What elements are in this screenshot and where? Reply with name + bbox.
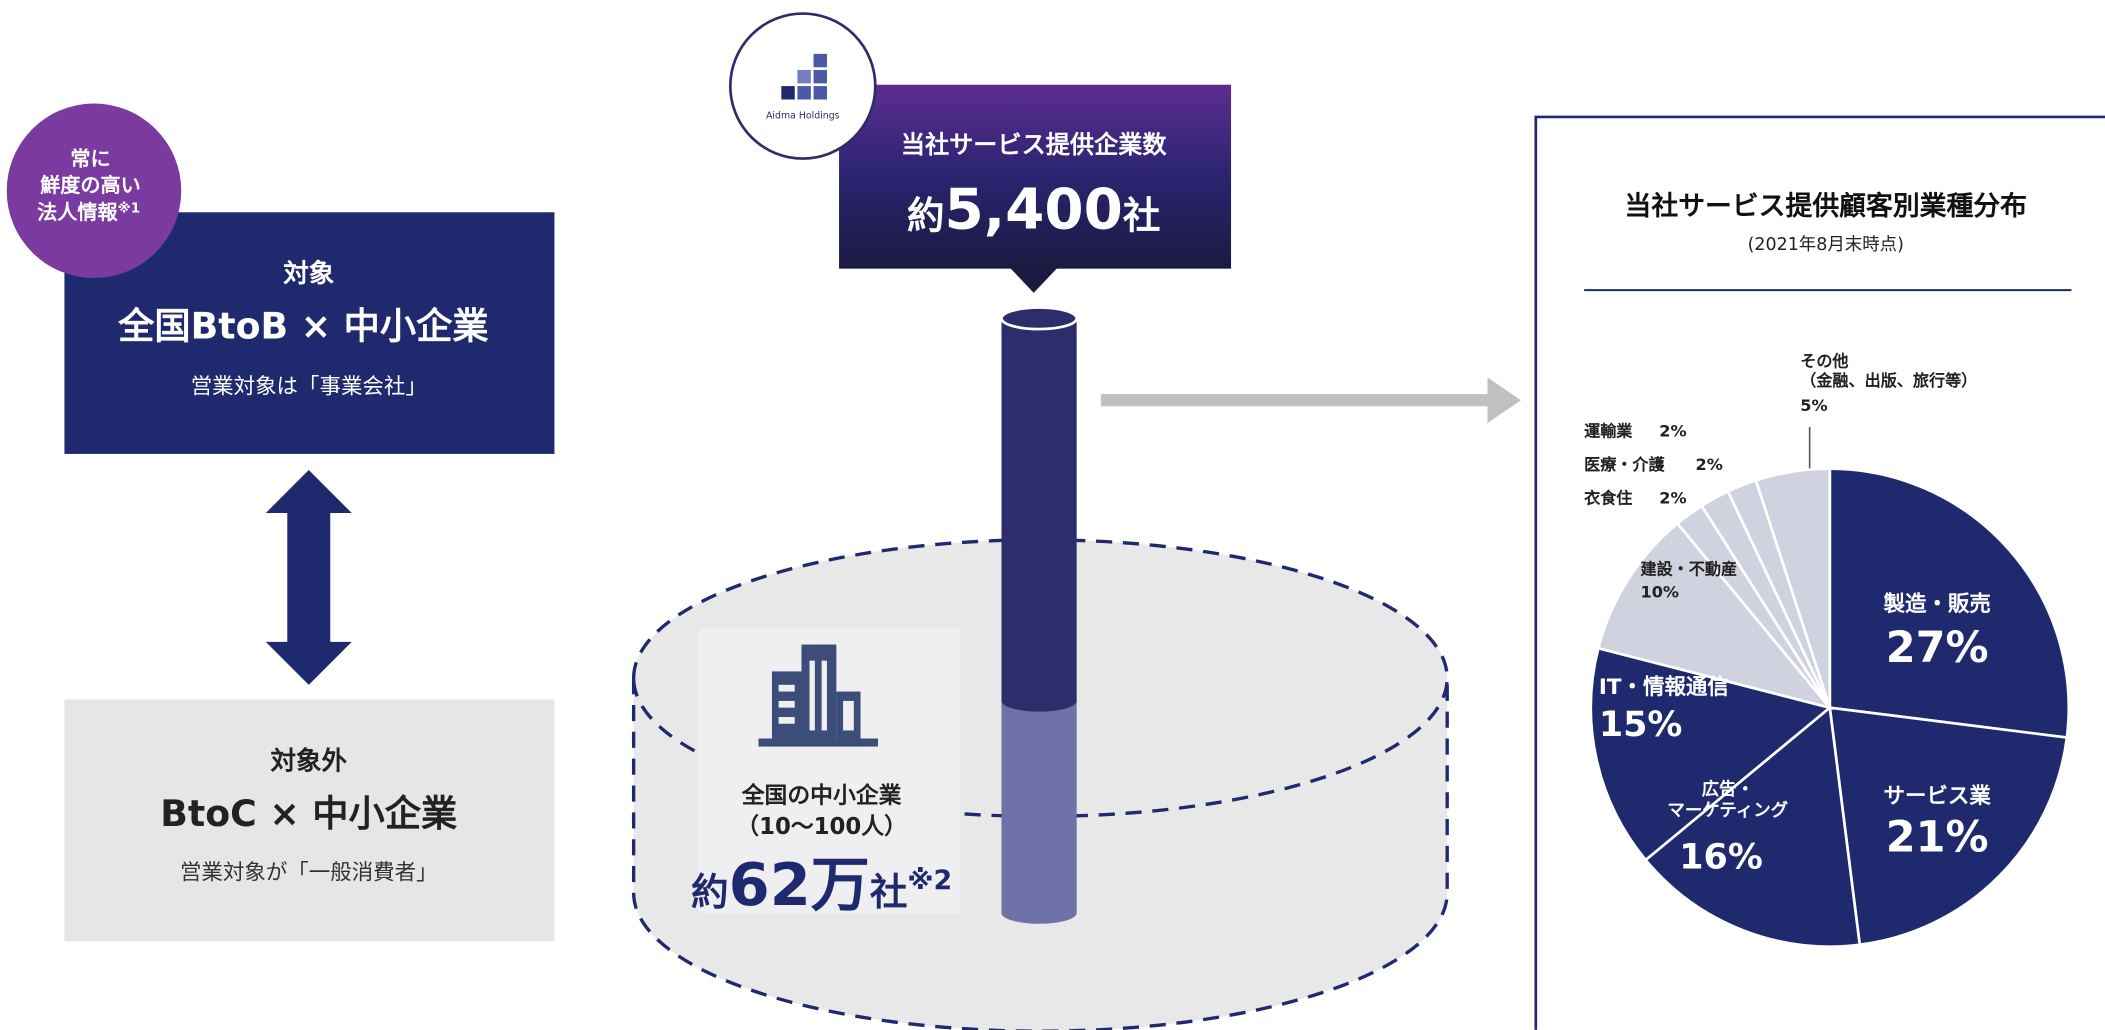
chart-title: 当社サービス提供顧客別業種分布 xyxy=(1625,190,2027,222)
slice-value: 16% xyxy=(1679,838,1763,878)
tower-top xyxy=(1001,308,1076,329)
infographic: 常に 鮮度の高い 法人情報※1 対象 全国BtoB × 中小企業 営業対象は「事… xyxy=(0,0,2105,1030)
non-target-label: 対象外 xyxy=(271,746,348,776)
slice-value: 5% xyxy=(1800,396,1827,415)
slice-label: IT・情報通信 xyxy=(1599,674,1729,700)
target-label: 対象 xyxy=(283,259,335,289)
badge-note: ※1 xyxy=(118,200,140,216)
slice-value: 2% xyxy=(1696,455,1723,474)
target-title: 全国BtoB × 中小企業 xyxy=(117,304,489,347)
slice-value: 27% xyxy=(1886,623,1989,673)
badge-line: 法人情報 xyxy=(37,200,118,224)
tower-base xyxy=(1001,902,1076,923)
slice-label: 建設・不動産 xyxy=(1641,560,1738,579)
service-pointer xyxy=(1010,267,1058,293)
chart-subtitle: (2021年8月末時点) xyxy=(1748,235,1904,255)
service-prefix: 約 xyxy=(907,193,945,237)
tower-dark xyxy=(1001,318,1076,701)
slice-value: 21% xyxy=(1886,812,1989,862)
flow-arrow-head xyxy=(1487,377,1521,423)
service-count-line: 約5,400社 xyxy=(907,177,1160,242)
slice-value: 2% xyxy=(1659,421,1686,440)
pie: 製造・販売27%サービス業21%広告・マーケティング16%IT・情報通信15%建… xyxy=(1584,352,2069,947)
slice-label: サービス業 xyxy=(1884,784,1992,809)
double-arrow xyxy=(266,470,352,685)
slice-value: 2% xyxy=(1659,489,1686,508)
badge-line: 鮮度の高い xyxy=(40,173,141,197)
slice-value: 15% xyxy=(1599,705,1683,745)
sme-prefix: 約 xyxy=(691,870,729,914)
service-label: 当社サービス提供企業数 xyxy=(901,131,1168,159)
tower-joint xyxy=(1001,690,1076,711)
slice-label: 運輸業 xyxy=(1584,421,1633,440)
sme-range: （10〜100人） xyxy=(736,813,907,840)
slice-value: 10% xyxy=(1641,583,1680,602)
non-target-title: BtoC × 中小企業 xyxy=(160,792,458,835)
service-count: 5,400 xyxy=(945,177,1123,242)
target-note: 営業対象は「事業会社」 xyxy=(191,375,427,400)
service-unit: 社 xyxy=(1123,193,1161,237)
slice-label: 衣食住 xyxy=(1584,489,1632,508)
badge-line: 常に xyxy=(70,146,110,170)
sme-label: 全国の中小企業 xyxy=(741,782,902,809)
non-target-note: 営業対象が「一般消費者」 xyxy=(180,860,438,885)
logo-text: Aidma Holdings xyxy=(766,110,840,121)
slice-label: 医療・介護 xyxy=(1584,455,1665,474)
sme-note: ※2 xyxy=(907,865,952,896)
slice-label: その他（金融、出版、旅行等） xyxy=(1800,352,1977,390)
sme-count: 62万 xyxy=(729,850,870,919)
slice-label: 製造・販売 xyxy=(1884,591,1991,617)
sme-unit: 社 xyxy=(870,870,908,914)
tower-light xyxy=(1001,701,1076,913)
